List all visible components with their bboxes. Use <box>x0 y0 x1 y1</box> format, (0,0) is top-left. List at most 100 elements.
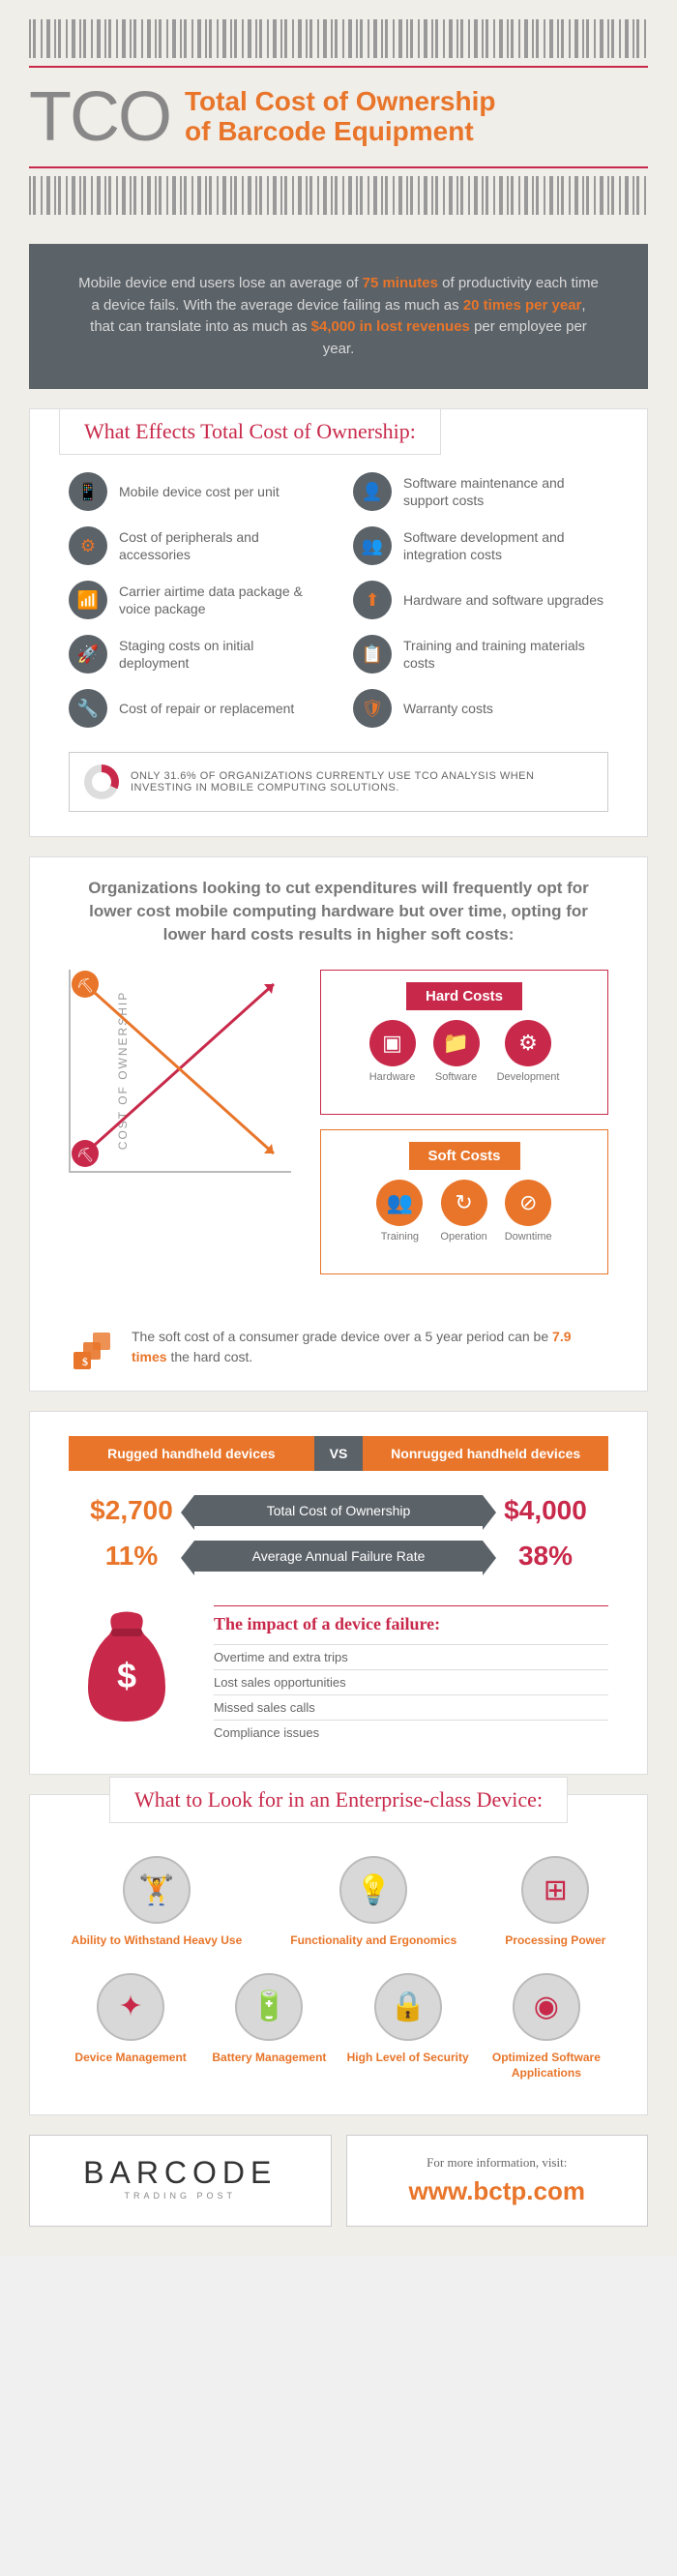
feature-item: ◉Optimized Software Applications <box>485 1973 608 2081</box>
effect-icon: ⬆ <box>353 581 392 619</box>
compare-left-value: $2,700 <box>69 1495 194 1526</box>
intro-highlight: 20 times per year <box>463 297 582 314</box>
effect-label: Software maintenance and support costs <box>403 474 608 509</box>
cost-icon-label: Operation <box>440 1231 486 1243</box>
cost-icon-label: Development <box>497 1071 560 1083</box>
cost-icon: ▣ <box>369 1020 416 1066</box>
effect-label: Warranty costs <box>403 700 493 717</box>
cost-icon-item: 📁 Software <box>433 1020 480 1083</box>
money-bag-icon: $ <box>69 1605 185 1731</box>
vs-left-label: Rugged handheld devices <box>69 1436 314 1471</box>
cost-icon-item: ⊘Downtime <box>505 1180 552 1243</box>
cost-icon-label: Hardware <box>369 1071 416 1083</box>
cost-icon-label: Software <box>433 1071 480 1083</box>
cost-icon: 📁 <box>433 1020 480 1066</box>
effect-icon: 🛡 <box>353 689 392 728</box>
effect-item: 👥Software development and integration co… <box>353 526 608 565</box>
effect-item: 📱 Mobile device cost per unit <box>69 472 324 511</box>
footer-label: For more information, visit: <box>367 2155 629 2171</box>
effect-label: Cost of peripherals and accessories <box>119 528 324 563</box>
svg-text:$: $ <box>117 1656 136 1695</box>
feature-label: Processing Power <box>505 1933 605 1949</box>
money-stack-icon: $ <box>69 1323 117 1371</box>
chart-card: Organizations looking to cut expenditure… <box>29 856 648 1392</box>
stat-text: ONLY 31.6% OF ORGANIZATIONS CURRENTLY US… <box>131 770 593 794</box>
stat-bar: ONLY 31.6% OF ORGANIZATIONS CURRENTLY US… <box>69 752 608 812</box>
feature-icon: 💡 <box>339 1856 407 1924</box>
soft-costs-label: Soft Costs <box>409 1142 520 1170</box>
effect-label: Cost of repair or replacement <box>119 700 294 717</box>
intro-box: Mobile device end users lose an average … <box>29 244 648 389</box>
compare-right-value: 38% <box>483 1541 608 1572</box>
cost-icon-item: ▣ Hardware <box>369 1020 416 1083</box>
chart-svg: ⛏ ⛏ <box>71 970 293 1173</box>
enterprise-title: What to Look for in an Enterprise-class … <box>109 1777 568 1823</box>
feature-icon: ◉ <box>513 1973 580 2041</box>
cost-icon: 👥 <box>376 1180 423 1226</box>
effect-icon: 🚀 <box>69 635 107 674</box>
feature-icon: 🔋 <box>235 1973 303 2041</box>
feature-icon: ✦ <box>97 1973 164 2041</box>
cost-chart: COST OF OWNERSHIP ⛏ ⛏ <box>69 970 291 1173</box>
intro-text: Mobile device end users lose an average … <box>78 275 363 291</box>
soft-cost-note: $ The soft cost of a consumer grade devi… <box>30 1303 647 1391</box>
effect-label: Mobile device cost per unit <box>119 483 280 500</box>
feature-item: 💡 Functionality and Ergonomics <box>290 1856 456 1949</box>
rule <box>29 166 648 168</box>
effect-label: Software development and integration cos… <box>403 528 608 563</box>
cost-icon: ⚙ <box>505 1020 551 1066</box>
cost-icon-item: 👥 Training <box>376 1180 423 1243</box>
svg-text:⛏: ⛏ <box>76 1148 94 1163</box>
feature-label: Functionality and Ergonomics <box>290 1933 456 1949</box>
compare-row: $2,700Total Cost of Ownership$4,000 <box>69 1495 608 1526</box>
effect-label: Carrier airtime data package & voice pac… <box>119 583 324 617</box>
effect-item: 🚀Staging costs on initial deployment <box>69 635 324 674</box>
rule <box>29 66 648 68</box>
feature-item: ✦ Device Management <box>69 1973 192 2081</box>
feature-icon: 🏋 <box>123 1856 191 1924</box>
compare-label: Total Cost of Ownership <box>194 1495 483 1526</box>
effect-item: 👤 Software maintenance and support costs <box>353 472 608 511</box>
intro-highlight: $4,000 in lost revenues <box>311 318 470 335</box>
vs-right-label: Nonrugged handheld devices <box>363 1436 608 1471</box>
effect-icon: 📶 <box>69 581 107 619</box>
cost-icon-item: ⚙ Development <box>497 1020 560 1083</box>
feature-icon: 🔒 <box>374 1973 442 2041</box>
brand-box: BARCODE TRADING POST <box>29 2135 332 2227</box>
svg-text:⛏: ⛏ <box>76 978 94 994</box>
effect-label: Hardware and software upgrades <box>403 591 603 609</box>
chart-intro: Organizations looking to cut expenditure… <box>69 877 608 945</box>
header: TCO Total Cost of Ownership of Barcode E… <box>0 0 677 225</box>
effect-icon: ⚙ <box>69 526 107 565</box>
effect-icon: 👤 <box>353 472 392 511</box>
hard-costs-label: Hard Costs <box>406 982 522 1010</box>
info-box: For more information, visit: www.bctp.co… <box>346 2135 649 2227</box>
feature-label: Battery Management <box>207 2051 331 2066</box>
cost-icon-label: Downtime <box>505 1231 552 1243</box>
cost-icon-item: ↻Operation <box>440 1180 486 1243</box>
effect-item: ⚙ Cost of peripherals and accessories <box>69 526 324 565</box>
feature-item: 🏋Ability to Withstand Heavy Use <box>72 1856 243 1949</box>
soft-note-text: The soft cost of a consumer grade device… <box>132 1329 552 1344</box>
vs-mid-label: VS <box>314 1436 364 1471</box>
effect-icon: 📱 <box>69 472 107 511</box>
barcode-decoration-top <box>29 19 648 58</box>
barcode-decoration-bottom <box>29 176 648 215</box>
svg-text:$: $ <box>82 1355 88 1368</box>
feature-item: ⊞Processing Power <box>505 1856 605 1949</box>
acronym: TCO <box>29 77 170 157</box>
effect-label: Training and training materials costs <box>403 637 608 672</box>
vs-header: Rugged handheld devices VS Nonrugged han… <box>69 1436 608 1471</box>
cost-icon-label: Training <box>376 1231 423 1243</box>
effect-item: ⬆ Hardware and software upgrades <box>353 581 608 619</box>
effects-title: What Effects Total Cost of Ownership: <box>84 419 416 444</box>
footer: BARCODE TRADING POST For more informatio… <box>29 2135 648 2256</box>
impact-title: The impact of a device failure: <box>214 1605 608 1634</box>
effect-item: 📶 Carrier airtime data package & voice pa… <box>69 581 324 619</box>
effect-item: 📋Training and training materials costs <box>353 635 608 674</box>
title-line-2: of Barcode Equipment <box>185 117 495 147</box>
impact-item: Compliance issues <box>214 1720 608 1745</box>
feature-label: Device Management <box>69 2051 192 2066</box>
feature-item: 🔒 High Level of Security <box>346 1973 470 2081</box>
feature-label: High Level of Security <box>346 2051 470 2066</box>
